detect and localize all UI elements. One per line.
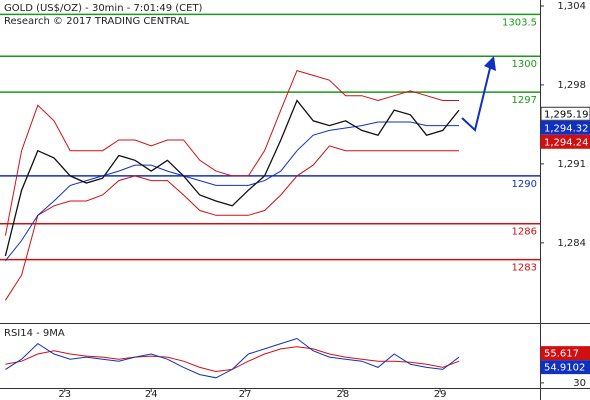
- series-line: [5, 121, 459, 262]
- y-tick-label: 1,291: [557, 159, 586, 170]
- price-tag: [540, 360, 590, 375]
- forecast-arrow: [461, 63, 492, 132]
- x-tick-label: 29: [434, 389, 447, 400]
- level-label: 1286: [512, 227, 537, 238]
- y-tick-label: 1,284: [557, 238, 586, 249]
- price-tag-label: 1,294.32: [544, 123, 589, 134]
- y-tick-label: 30: [573, 378, 586, 389]
- level-label: 1283: [512, 263, 537, 274]
- x-tick-label: 27: [239, 389, 252, 400]
- series-line: [4, 99, 460, 257]
- price-tag-label: 54.9102: [544, 363, 585, 374]
- price-tag: [540, 120, 590, 135]
- series-line: [4, 145, 459, 301]
- price-tag-label: 1,294.24: [544, 137, 589, 148]
- x-tick-label: 23: [58, 389, 71, 400]
- x-tick-label: 24: [145, 389, 158, 400]
- arrow-head: [484, 56, 496, 71]
- price-tag-label: 55.617: [544, 349, 579, 360]
- level-label: 1290: [512, 179, 537, 190]
- level-label: 1303.5: [502, 17, 537, 28]
- chart-title: GOLD (US$/OZ) - 30min - 7:01:49 (CET): [4, 3, 203, 14]
- price-tag: [540, 106, 590, 121]
- y-tick-label: 1,298: [557, 80, 586, 91]
- price-tag-label: 1,295.19: [544, 109, 589, 120]
- y-tick-label: 1,304: [557, 1, 586, 12]
- x-tick-label: 28: [337, 389, 350, 400]
- series-line: [5, 337, 460, 379]
- level-label: 1297: [512, 95, 537, 106]
- level-label: 1300: [512, 59, 537, 70]
- chart-subtitle: Research © 2017 TRADING CENTRAL: [4, 16, 190, 27]
- series-line: [4, 69, 459, 236]
- rsi-title: RSI14 - 9MA: [4, 328, 65, 339]
- price-tag: [540, 134, 590, 149]
- price-tag: [540, 346, 590, 361]
- plots: [0, 13, 540, 379]
